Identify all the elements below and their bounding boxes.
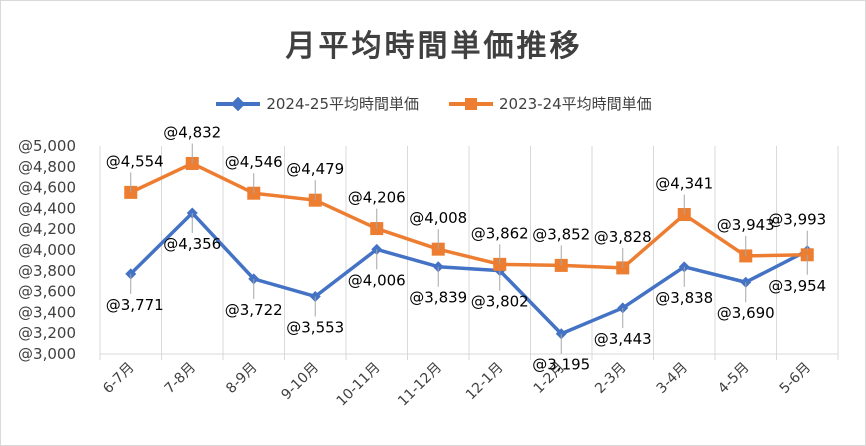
legend-item-series-2: 2023-24平均時間単価 bbox=[449, 93, 652, 114]
y-tick-label: @5,000 bbox=[18, 137, 76, 155]
x-tick-label: 8-9月 bbox=[223, 360, 260, 397]
legend-label-series-2: 2023-24平均時間単価 bbox=[499, 95, 652, 113]
data-label: @4,356 bbox=[163, 235, 221, 253]
x-tick-label: 3-4月 bbox=[654, 360, 691, 397]
legend-swatch-series-2 bbox=[449, 96, 493, 112]
y-tick-label: @3,800 bbox=[18, 262, 76, 280]
y-tick-label: @3,200 bbox=[18, 324, 76, 342]
x-tick-label: 5-6月 bbox=[777, 360, 814, 397]
data-label: @4,006 bbox=[348, 271, 406, 289]
data-label: @3,993 bbox=[768, 211, 826, 229]
data-label: @3,954 bbox=[768, 277, 826, 295]
y-tick-label: @4,200 bbox=[18, 220, 76, 238]
series-line-2 bbox=[130, 161, 808, 270]
x-tick-label: 7-8月 bbox=[162, 360, 199, 397]
data-label: @3,195 bbox=[532, 356, 590, 374]
data-label: @3,690 bbox=[717, 304, 775, 322]
y-tick-label: @4,600 bbox=[18, 179, 76, 197]
x-tick-label: 12-1月 bbox=[463, 360, 507, 404]
x-tick-label: 2-3月 bbox=[592, 360, 629, 397]
x-tick-label: 6-7月 bbox=[100, 360, 137, 397]
data-label: @3,802 bbox=[471, 293, 529, 311]
chart-legend: 2024-25平均時間単価 2023-24平均時間単価 bbox=[1, 93, 866, 114]
x-tick-label: 9-10月 bbox=[278, 360, 322, 404]
data-label: @4,832 bbox=[163, 123, 221, 141]
y-tick-label: @3,000 bbox=[18, 345, 76, 363]
data-label: @3,722 bbox=[225, 301, 283, 319]
legend-label-series-1: 2024-25平均時間単価 bbox=[266, 95, 419, 113]
x-tick-label: 4-5月 bbox=[715, 360, 752, 397]
data-label: @4,554 bbox=[106, 152, 164, 170]
data-label: @4,341 bbox=[655, 175, 713, 193]
data-label: @4,008 bbox=[409, 209, 467, 227]
legend-item-series-1: 2024-25平均時間単価 bbox=[216, 93, 419, 114]
data-label: @4,479 bbox=[286, 160, 344, 178]
data-label: @4,546 bbox=[225, 153, 283, 171]
y-tick-label: @3,400 bbox=[18, 303, 76, 321]
x-tick-label: 11-12月 bbox=[395, 360, 445, 410]
data-label: @3,771 bbox=[106, 296, 164, 314]
data-label: @3,839 bbox=[409, 289, 467, 307]
data-label: @3,862 bbox=[471, 224, 529, 242]
data-label: @3,838 bbox=[655, 289, 713, 307]
y-tick-label: @4,400 bbox=[18, 199, 76, 217]
chart-title: 月平均時間単価推移 bbox=[285, 29, 583, 64]
y-tick-label: @4,800 bbox=[18, 158, 76, 176]
legend-swatch-series-1 bbox=[216, 96, 261, 112]
series-line-1 bbox=[129, 211, 809, 336]
y-tick-label: @3,600 bbox=[18, 283, 76, 301]
data-label: @3,443 bbox=[594, 330, 652, 348]
data-label: @4,206 bbox=[348, 189, 406, 207]
data-label: @3,553 bbox=[286, 318, 344, 336]
data-label: @3,852 bbox=[532, 225, 590, 243]
y-tick-label: @4,000 bbox=[18, 241, 76, 259]
data-label: @3,828 bbox=[594, 228, 652, 246]
x-tick-label: 10-11月 bbox=[334, 360, 384, 410]
data-label: @3,943 bbox=[717, 216, 775, 234]
